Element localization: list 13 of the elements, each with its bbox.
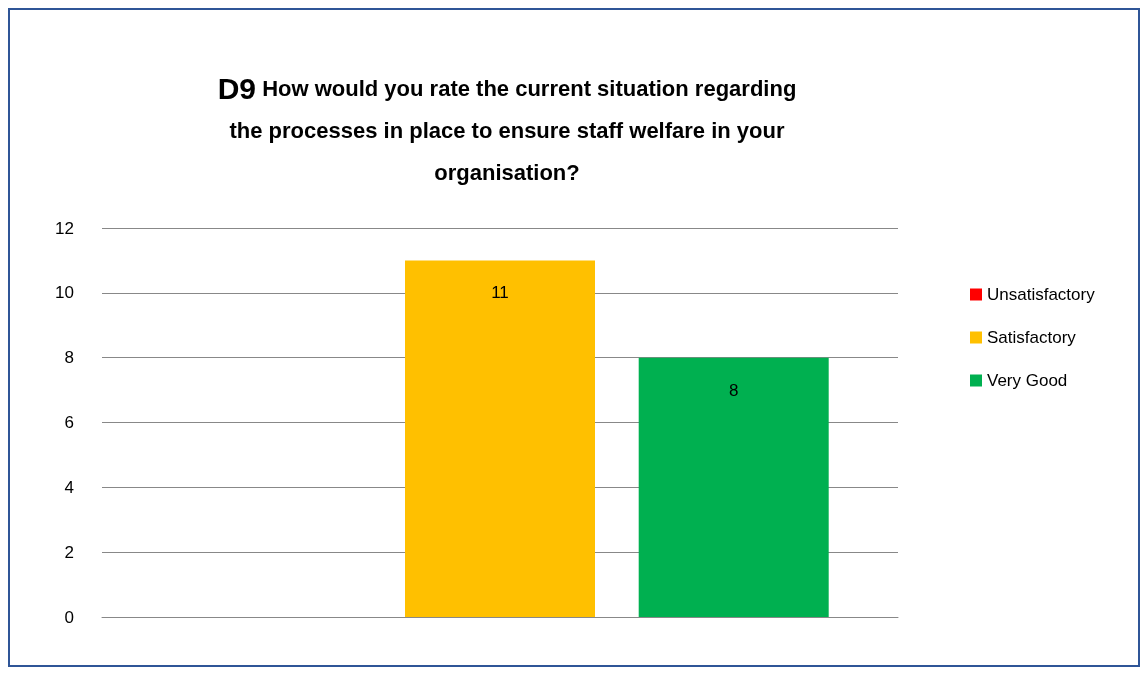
y-tick-label: 10 — [55, 283, 74, 303]
legend-label: Very Good — [987, 371, 1068, 390]
y-tick-label: 4 — [64, 477, 74, 497]
legend-label: Satisfactory — [987, 328, 1077, 347]
chart-title: D9 How would you rate the current situation regarding the processes in place to ensure staff welfare in your organisation? — [217, 71, 797, 185]
data-label: 11 — [491, 283, 509, 303]
y-tick-label: 2 — [64, 542, 74, 562]
y-tick-label: 12 — [55, 218, 74, 238]
y-tick-label: 0 — [64, 607, 74, 627]
y-tick-label: 6 — [64, 413, 74, 432]
y-tick-label: 8 — [64, 348, 74, 368]
data-label: 8 — [728, 380, 739, 400]
legend-label: Unsatisfactory — [987, 285, 1096, 304]
